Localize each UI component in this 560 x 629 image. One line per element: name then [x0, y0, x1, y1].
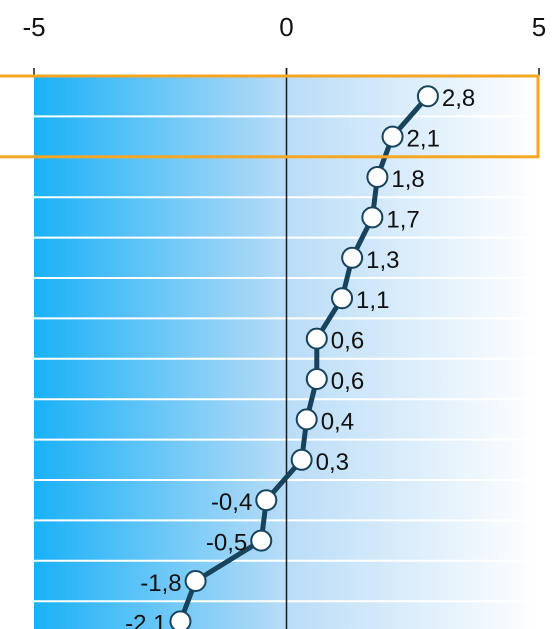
data-label: -0,5 [206, 530, 247, 557]
data-point-marker [250, 529, 273, 552]
data-point-marker [295, 408, 318, 431]
data-label: 2,1 [407, 126, 440, 153]
x-tick-label: 5 [532, 12, 546, 42]
x-tick-label: -5 [22, 12, 45, 42]
data-label: 0,3 [316, 449, 349, 476]
data-point-marker [305, 368, 328, 390]
data-label: 1,1 [356, 287, 389, 314]
data-point-marker [184, 570, 207, 592]
data-label: 0,6 [331, 368, 364, 395]
data-label: 1,8 [391, 166, 424, 193]
data-point-marker [341, 246, 364, 269]
data-point-marker [169, 610, 192, 629]
data-label: -2,1 [125, 610, 166, 629]
data-point-marker [255, 489, 278, 512]
data-point-marker [416, 85, 439, 108]
x-tick-label: 0 [279, 12, 293, 42]
data-label: 0,4 [321, 408, 354, 435]
data-point-marker [366, 166, 389, 188]
data-point-marker [361, 206, 384, 229]
data-label: 2,8 [442, 85, 475, 112]
data-label: -0,4 [211, 489, 252, 516]
data-label: 0,6 [331, 328, 364, 355]
data-point-marker [381, 125, 404, 148]
data-label: 1,3 [366, 247, 399, 274]
data-label: 1,7 [386, 206, 419, 233]
highlight-box [0, 74, 540, 159]
data-point-marker [290, 448, 313, 471]
data-point-marker [331, 287, 354, 310]
data-label: -1,8 [140, 570, 181, 597]
data-point-marker [305, 327, 328, 350]
